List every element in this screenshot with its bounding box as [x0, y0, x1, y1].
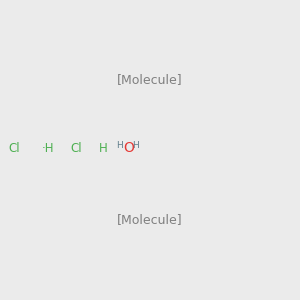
- Text: H: H: [132, 140, 139, 149]
- Text: H: H: [116, 140, 123, 149]
- Text: H: H: [99, 142, 108, 154]
- Text: Cl: Cl: [8, 142, 20, 154]
- Text: [Molecule]: [Molecule]: [117, 214, 183, 226]
- Text: O: O: [123, 141, 134, 155]
- Text: ·H: ·H: [42, 142, 55, 154]
- Text: Cl: Cl: [70, 142, 82, 154]
- Text: [Molecule]: [Molecule]: [117, 74, 183, 86]
